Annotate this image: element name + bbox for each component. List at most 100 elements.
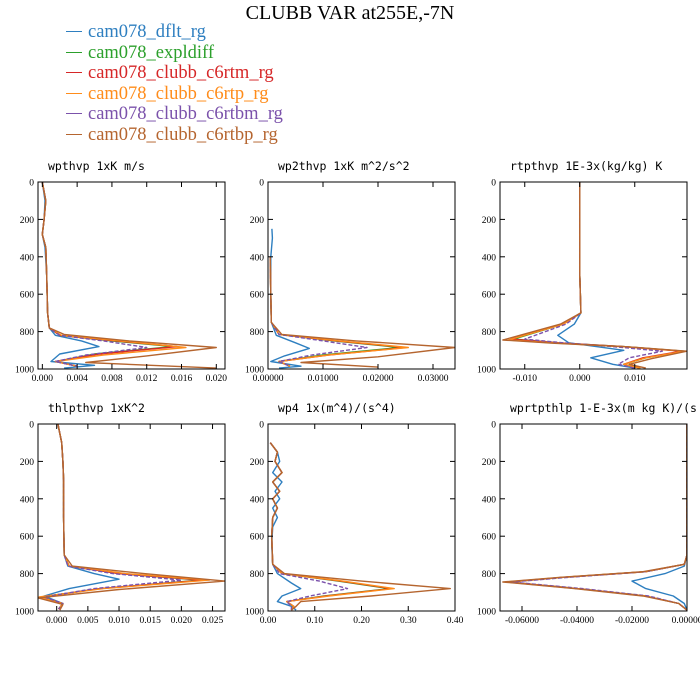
y-tick-label: 1000	[245, 608, 264, 618]
x-tick-label: 0.000	[32, 374, 54, 384]
y-tick-label: 200	[20, 216, 35, 226]
legend: cam078_dflt_rg cam078_expldiff cam078_club…	[66, 22, 283, 145]
series-line	[38, 424, 225, 611]
legend-swatch	[66, 72, 82, 74]
y-tick-label: 1000	[477, 608, 496, 618]
series-line	[269, 442, 451, 611]
x-tick-label: 0.30	[400, 616, 417, 626]
x-tick-label: 0.000	[46, 616, 68, 626]
series-line	[504, 424, 687, 611]
legend-swatch	[66, 113, 82, 115]
x-tick-label: 0.01000	[308, 374, 339, 384]
series-line	[502, 424, 687, 611]
plot-panel: wprtpthlp 1-E-3x(m kg K)/(s kg) 0 200 400 60…	[477, 401, 700, 626]
x-tick-label: 0.012	[136, 374, 158, 384]
series-line	[269, 256, 409, 367]
legend-item: cam078_clubb_c6rtp_rg	[66, 84, 283, 105]
y-tick-label: 0	[259, 179, 264, 189]
legend-item: cam078_dflt_rg	[66, 22, 283, 43]
legend-swatch	[66, 51, 82, 53]
x-tick-label: 0.005	[77, 616, 99, 626]
series-line	[507, 424, 687, 611]
y-tick-label: 600	[20, 291, 35, 301]
x-tick-label: 0.00000	[672, 616, 700, 626]
series-line	[43, 424, 183, 610]
y-tick-label: 600	[250, 533, 265, 543]
x-tick-label: 0.015	[140, 616, 162, 626]
y-tick-label: 1000	[15, 608, 34, 618]
y-tick-label: 200	[250, 216, 265, 226]
y-tick-label: 800	[482, 328, 497, 338]
y-tick-label: 200	[20, 458, 35, 468]
x-tick-label: 0.40	[447, 616, 464, 626]
y-tick-label: 600	[20, 533, 35, 543]
y-tick-label: 400	[482, 495, 497, 505]
legend-swatch	[66, 92, 82, 94]
legend-item: cam078_clubb_c6rtbp_rg	[66, 125, 283, 146]
x-tick-label: 0.020	[206, 374, 228, 384]
x-tick-label: 0.03000	[418, 374, 449, 384]
series-line	[41, 182, 218, 369]
y-tick-label: 800	[250, 570, 265, 580]
y-tick-label: 800	[482, 570, 497, 580]
x-tick-label: 0.008	[101, 374, 123, 384]
x-tick-label: -0.06000	[505, 616, 539, 626]
series-line	[524, 182, 663, 369]
plot-frame	[37, 181, 226, 370]
y-tick-label: 1000	[15, 366, 34, 376]
series-line	[41, 182, 187, 367]
y-tick-label: 1000	[245, 366, 264, 376]
x-tick-label: -0.010	[512, 374, 537, 384]
series-line	[631, 424, 687, 611]
panel-title: rtpthvp 1E-3x(kg/kg) K	[510, 159, 662, 173]
plot-frame	[267, 181, 456, 370]
legend-item: cam078_clubb_c6rtbm_rg	[66, 104, 283, 125]
x-tick-label: -0.04000	[560, 616, 594, 626]
y-tick-label: 400	[20, 253, 35, 263]
y-tick-label: 800	[20, 570, 35, 580]
legend-label: cam078_clubb_c6rtbp_rg	[88, 124, 278, 145]
y-tick-label: 400	[250, 495, 265, 505]
y-tick-label: 400	[20, 495, 35, 505]
x-tick-label: -0.02000	[615, 616, 649, 626]
plot-frame	[499, 181, 688, 370]
x-tick-label: 0.020	[171, 616, 193, 626]
legend-label: cam078_expldiff	[88, 42, 215, 63]
y-tick-label: 600	[482, 291, 497, 301]
y-tick-label: 200	[250, 458, 265, 468]
legend-item: cam078_clubb_c6rtm_rg	[66, 63, 283, 84]
series-line	[269, 256, 455, 368]
y-tick-label: 0	[491, 421, 496, 431]
series-line	[557, 182, 635, 369]
panel-title: wprtpthlp 1-E-3x(m kg K)/(s kg)	[510, 401, 700, 415]
x-tick-label: 0.20	[353, 616, 370, 626]
y-tick-label: 800	[20, 328, 35, 338]
legend-label: cam078_clubb_c6rtm_rg	[88, 63, 274, 83]
legend-swatch	[66, 133, 82, 135]
legend-label: cam078_clubb_c6rtp_rg	[88, 83, 269, 104]
y-tick-label: 1000	[477, 366, 496, 376]
series-line	[507, 424, 687, 611]
panel-title: thlpthvp 1xK^2	[48, 401, 145, 415]
plot-panel: wp2thvp 1xK m^2/s^2 0 200 400 600 800 10000.00…	[245, 159, 456, 384]
legend-label: cam078_clubb_c6rtbm_rg	[88, 104, 283, 124]
y-tick-label: 400	[250, 253, 265, 263]
legend-swatch	[66, 31, 82, 33]
y-tick-label: 0	[29, 421, 34, 431]
x-tick-label: 0.10	[306, 616, 323, 626]
x-tick-label: 0.004	[66, 374, 88, 384]
legend-item: cam078_expldiff	[66, 43, 283, 64]
series-line	[43, 424, 120, 610]
x-tick-label: 0.000	[569, 374, 591, 384]
x-tick-label: 0.010	[624, 374, 646, 384]
series-line	[269, 256, 368, 367]
panel-title: wp2thvp 1xK m^2/s^2	[278, 159, 410, 173]
y-tick-label: 600	[250, 291, 265, 301]
plot-frame	[267, 423, 456, 612]
series-line	[510, 424, 687, 611]
legend-label: cam078_dflt_rg	[88, 22, 206, 42]
y-tick-label: 800	[250, 328, 265, 338]
